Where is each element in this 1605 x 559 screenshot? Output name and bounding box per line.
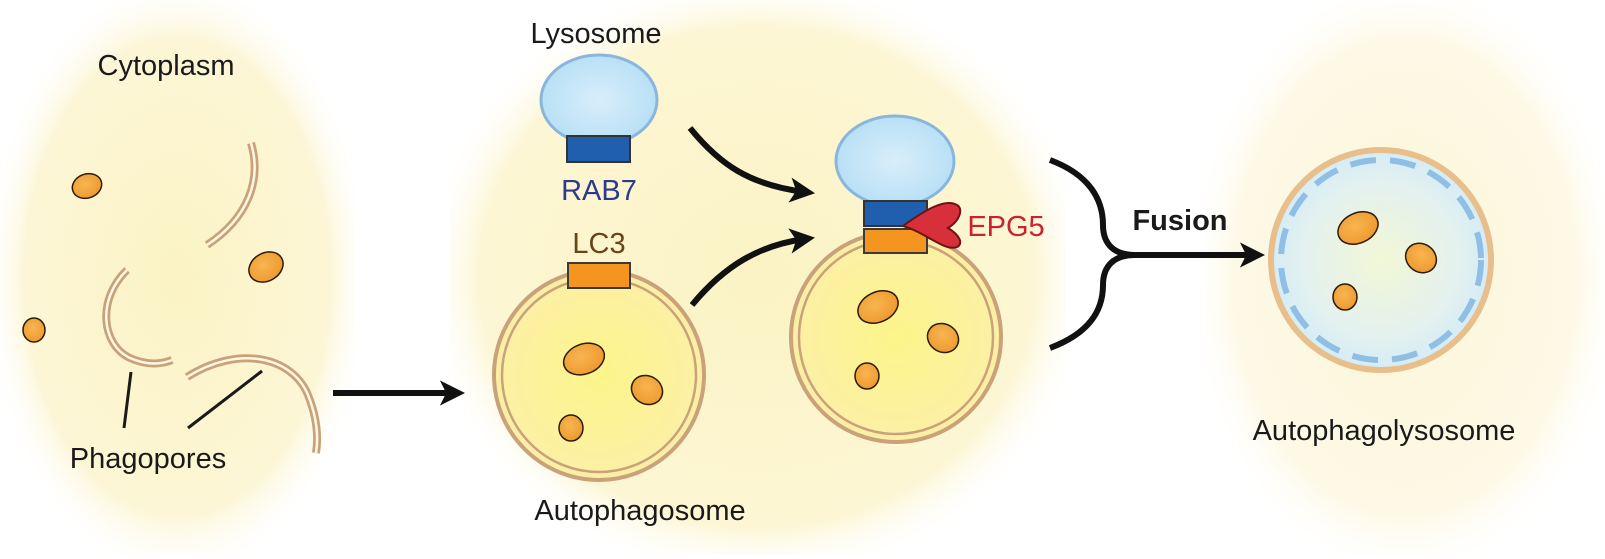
fusion-brace [1048,157,1136,351]
phagopores-label: Phagopores [70,443,226,475]
rab7-protein [566,135,631,163]
autophagolysosome-label: Autophagolysosome [1253,415,1516,447]
phagopore-membranes [102,141,321,454]
cytoplasm-label: Cytoplasm [98,50,235,82]
docking-complex [789,114,1003,444]
autophagolysosome [1268,147,1494,373]
rab7-label: RAB7 [561,175,637,207]
lysosome [539,53,659,163]
autophagosome [492,262,706,482]
lysosome-approach-arrow [687,126,815,203]
epg5-protein [900,201,962,249]
epg5-label: EPG5 [967,211,1044,243]
lc3-protein [567,262,631,289]
docked-lc3 [863,228,928,254]
autophagosome-approach-arrow [689,228,815,307]
cytoplasm-panel [0,0,355,554]
phagopore-pointer-lines [122,369,263,430]
lc3-label: LC3 [572,228,625,260]
fusion-label: Fusion [1132,205,1227,237]
cytoplasm-cargo [22,172,284,343]
autophagosome-label: Autophagosome [534,495,745,527]
lysosome-label: Lysosome [530,18,661,50]
